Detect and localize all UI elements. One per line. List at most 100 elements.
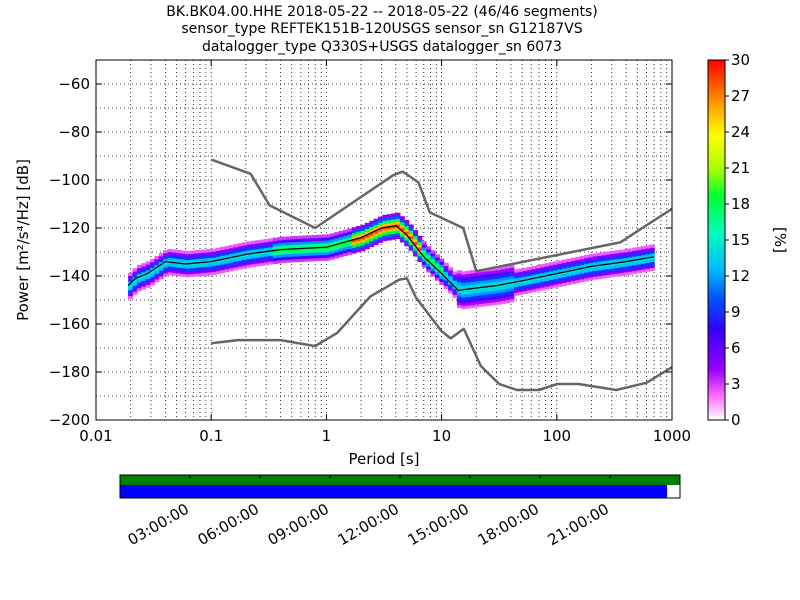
heatmap-cell bbox=[413, 247, 419, 251]
heatmap-cell bbox=[544, 286, 550, 290]
heatmap-cell bbox=[478, 274, 484, 279]
heatmap-cell bbox=[351, 238, 357, 243]
heatmap-cell bbox=[347, 237, 353, 241]
heatmap-cell bbox=[351, 227, 357, 231]
heatmap-cell bbox=[294, 253, 300, 257]
heatmap-cell bbox=[185, 259, 191, 263]
heatmap-cell bbox=[128, 284, 134, 288]
heatmap-cell bbox=[290, 259, 296, 263]
heatmap-cell bbox=[465, 302, 471, 306]
heatmap-cell bbox=[369, 232, 375, 236]
heatmap-cell bbox=[145, 270, 151, 274]
heatmap-cell bbox=[535, 282, 541, 286]
heatmap-cell bbox=[150, 264, 156, 268]
heatmap-cell bbox=[399, 219, 405, 223]
y-tick-label: −160 bbox=[49, 315, 90, 333]
heatmap-cell bbox=[597, 267, 603, 271]
heatmap-cell bbox=[434, 257, 440, 261]
heatmap-cell bbox=[562, 276, 568, 281]
heatmap-cell bbox=[176, 255, 182, 259]
heatmap-cell bbox=[649, 264, 655, 269]
heatmap-cell bbox=[360, 239, 366, 243]
heatmap-cell bbox=[364, 228, 370, 232]
heatmap-cell bbox=[636, 261, 642, 265]
heatmap-cell bbox=[198, 249, 204, 254]
heatmap-cell bbox=[290, 253, 296, 257]
heatmap-cell bbox=[491, 270, 497, 274]
heatmap-cell bbox=[443, 285, 449, 290]
heatmap-cell bbox=[562, 279, 568, 283]
heatmap-cell bbox=[320, 240, 326, 244]
heatmap-cell bbox=[259, 242, 265, 246]
heatmap-cell bbox=[566, 273, 572, 277]
heatmap-cell bbox=[255, 240, 261, 244]
heatmap-cell bbox=[614, 258, 620, 263]
heatmap-cell bbox=[627, 271, 633, 275]
heatmap-cell bbox=[290, 241, 296, 246]
heatmap-cell bbox=[167, 248, 173, 253]
heatmap-cell bbox=[448, 267, 454, 271]
heatmap-cell bbox=[562, 265, 568, 269]
heatmap-cell bbox=[277, 251, 283, 255]
heatmap-cell bbox=[351, 230, 357, 234]
heatmap-cell bbox=[356, 231, 362, 236]
heatmap-cell bbox=[597, 258, 603, 262]
heatmap-cell bbox=[605, 254, 611, 258]
heatmap-cell bbox=[470, 301, 476, 306]
heatmap-cell bbox=[185, 256, 191, 261]
heatmap-cell bbox=[592, 270, 598, 274]
colorbar-gradient bbox=[707, 59, 726, 421]
heatmap-cell bbox=[500, 274, 506, 279]
heatmap-cell bbox=[290, 244, 296, 249]
heatmap-cell bbox=[185, 274, 191, 278]
heatmap-cell bbox=[158, 258, 164, 263]
heatmap-cell bbox=[211, 260, 217, 264]
heatmap-cell bbox=[268, 258, 274, 262]
heatmap-cell bbox=[562, 268, 568, 272]
heatmap-cell bbox=[255, 263, 261, 267]
heatmap-cell bbox=[636, 249, 642, 254]
heatmap-cell bbox=[145, 272, 151, 277]
heatmap-cell bbox=[250, 255, 256, 259]
heatmap-cell bbox=[316, 257, 322, 262]
heatmap-cell bbox=[228, 267, 234, 272]
heatmap-cell bbox=[312, 240, 318, 245]
x-tick-label: 10 bbox=[432, 427, 451, 445]
heatmap-cell bbox=[342, 235, 348, 239]
heatmap-cell bbox=[364, 234, 370, 238]
heatmap-cell bbox=[434, 254, 440, 258]
heatmap-cell bbox=[605, 265, 611, 270]
heatmap-cell bbox=[202, 252, 208, 256]
heatmap-cell bbox=[404, 219, 410, 224]
heatmap-cell bbox=[211, 265, 217, 270]
heatmap-cell bbox=[342, 246, 348, 251]
heatmap-cell bbox=[303, 238, 309, 242]
heatmap-cell bbox=[575, 271, 581, 275]
heatmap-cell bbox=[426, 266, 432, 270]
heatmap-cell bbox=[198, 252, 204, 257]
heatmap-cell bbox=[215, 250, 221, 254]
heatmap-cell bbox=[180, 259, 186, 263]
heatmap-cell bbox=[128, 278, 134, 282]
heatmap-cell bbox=[228, 247, 234, 252]
heatmap-cell bbox=[207, 249, 213, 253]
heatmap-cell bbox=[513, 269, 519, 273]
heatmap-cell bbox=[614, 253, 620, 257]
heatmap-cell bbox=[610, 256, 616, 260]
heatmap-cell bbox=[268, 246, 274, 251]
heatmap-cell bbox=[636, 269, 642, 274]
heatmap-cell bbox=[185, 253, 191, 258]
heatmap-cell bbox=[132, 279, 138, 284]
heatmap-cell bbox=[303, 252, 309, 257]
heatmap-cell bbox=[461, 291, 467, 295]
heatmap-cell bbox=[334, 232, 340, 236]
heatmap-cell bbox=[461, 285, 467, 289]
heatmap-cell bbox=[215, 264, 221, 269]
heatmap-cell bbox=[329, 233, 335, 237]
heatmap-cell bbox=[540, 269, 546, 274]
heatmap-cell bbox=[215, 247, 221, 251]
heatmap-cell bbox=[632, 250, 638, 254]
heatmap-cell bbox=[649, 247, 655, 251]
heatmap-cell bbox=[198, 272, 204, 277]
heatmap-cell bbox=[627, 268, 633, 272]
